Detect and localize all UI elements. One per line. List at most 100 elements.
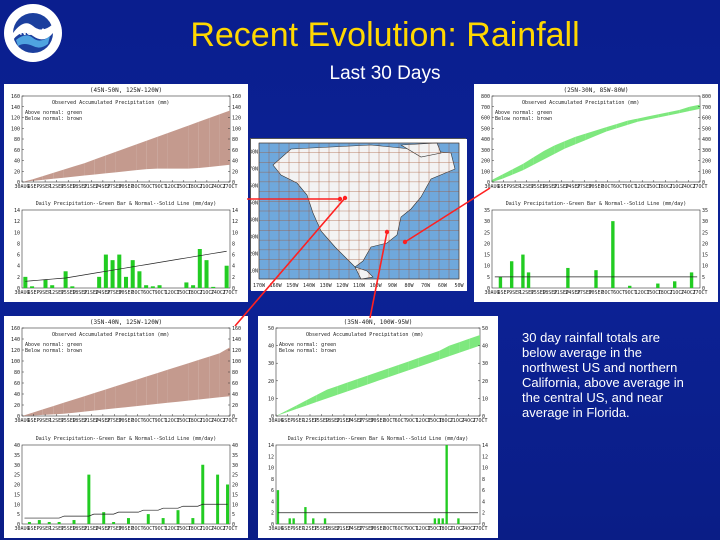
y-tick-label: 160	[232, 94, 241, 100]
map-lon-label: 70W	[421, 283, 431, 289]
x-tick-label: 27SEP	[577, 184, 592, 190]
daily-bar	[23, 276, 28, 288]
daily-bar	[130, 260, 135, 288]
daily-x-tick-label: 27SEP	[107, 290, 122, 296]
daily-title: Daily Precipitation--Green Bar & Normal-…	[36, 201, 217, 207]
y-tick-label: 100	[702, 169, 711, 175]
daily-y-tick-label: 2	[17, 275, 20, 281]
daily-x-tick-label: 24OCT	[461, 526, 476, 532]
chart-panel-florida: (25N-30N, 85W-80W) Observed Accumulated P…	[474, 84, 718, 302]
x-tick-label: 18SEP	[542, 184, 557, 190]
x-tick-label: 30SEP	[370, 418, 385, 424]
daily-x-tick-label: 24OCT	[681, 290, 696, 296]
x-tick-label: 3OCT	[132, 418, 144, 424]
daily-bar	[566, 267, 570, 288]
y-tick-label: 500	[481, 126, 490, 132]
daily-bar	[184, 282, 189, 288]
y-tick-label: 20	[14, 169, 20, 175]
y-tick-label: 0	[482, 414, 485, 420]
daily-y-tick-label: 6	[232, 253, 235, 259]
daily-x-tick-label: 9SEP	[509, 290, 521, 296]
x-tick-label: 18OCT	[438, 418, 453, 424]
x-tick-label: 30SEP	[118, 418, 133, 424]
daily-y-tick-label: 0	[232, 286, 235, 292]
daily-y-tick-label: 35	[232, 453, 238, 459]
daily-x-tick-label: 27SEP	[577, 290, 592, 296]
legend-below: Below normal: brown	[495, 116, 552, 122]
daily-x-tick-label: 15OCT	[646, 290, 661, 296]
above-normal-area	[398, 361, 409, 374]
daily-x-tick-label: 30SEP	[118, 526, 133, 532]
daily-y-tick-label: 25	[484, 230, 490, 236]
chart-svg: (35N-40N, 125W-120W) Observed Accumulated…	[11, 319, 241, 532]
x-tick-label: 6OCT	[143, 418, 155, 424]
above-normal-area	[449, 342, 460, 357]
below-normal-area	[188, 359, 199, 401]
y-tick-label: 0	[17, 180, 20, 186]
daily-y-tick-label: 2	[482, 511, 485, 517]
daily-x-tick-label: 27SEP	[107, 526, 122, 532]
y-tick-label: 0	[17, 414, 20, 420]
daily-y-tick-label: 15	[14, 492, 20, 498]
map-lat-label: 80N	[251, 150, 258, 156]
x-tick-label: 27OCT	[692, 184, 707, 190]
above-normal-area	[296, 400, 307, 409]
daily-title: Daily Precipitation--Green Bar & Normal-…	[506, 201, 687, 207]
daily-x-tick-label: 18OCT	[188, 526, 203, 532]
daily-x-tick-label: 18SEP	[72, 526, 87, 532]
x-tick-label: 30SEP	[588, 184, 603, 190]
y-tick-label: 160	[11, 94, 20, 100]
below-normal-area	[115, 148, 126, 173]
noaa-logo: NOAA	[4, 4, 62, 62]
daily-y-tick-label: 20	[14, 483, 20, 489]
daily-y-tick-label: 10	[14, 502, 20, 508]
x-tick-label: 9OCT	[155, 418, 167, 424]
daily-bar	[611, 221, 615, 288]
y-tick-label: 140	[11, 105, 20, 111]
above-normal-area	[544, 145, 555, 160]
above-normal-area	[606, 123, 617, 132]
x-tick-label: 15SEP	[531, 184, 546, 190]
y-tick-label: 200	[702, 159, 711, 165]
daily-x-tick-label: 24SEP	[348, 526, 363, 532]
x-tick-label: 24SEP	[95, 418, 110, 424]
map-lon-label: 90W	[388, 283, 398, 289]
x-tick-label: 9OCT	[155, 184, 167, 190]
daily-x-tick-label: 12SEP	[302, 526, 317, 532]
daily-y-tick-label: 10	[232, 230, 238, 236]
daily-y-tick-label: 25	[14, 473, 20, 479]
daily-x-tick-label: 12OCT	[165, 526, 180, 532]
y-tick-label: 50	[482, 326, 488, 332]
north-america-land	[272, 144, 456, 268]
legend-above: Above normal: green	[279, 342, 336, 348]
daily-y-tick-label: 2	[232, 275, 235, 281]
daily-x-tick-label: 27OCT	[472, 526, 487, 532]
daily-bar	[292, 518, 295, 524]
above-normal-area	[616, 120, 628, 129]
daily-x-tick-label: 6OCT	[143, 290, 155, 296]
below-normal-area	[94, 155, 106, 175]
above-normal-area	[533, 150, 544, 165]
daily-y-tick-label: 8	[232, 241, 235, 247]
pointer-arrow	[234, 197, 346, 327]
x-tick-label: 24OCT	[681, 184, 696, 190]
y-tick-label: 40	[482, 344, 488, 350]
map-lon-label: 60W	[438, 283, 448, 289]
daily-x-tick-label: 9OCT	[625, 290, 637, 296]
daily-x-tick-label: 9OCT	[155, 290, 167, 296]
daily-bar	[144, 285, 149, 288]
daily-x-tick-label: 3OCT	[132, 526, 144, 532]
y-tick-label: 600	[702, 116, 711, 122]
daily-bar	[157, 285, 162, 288]
x-tick-label: 9OCT	[625, 184, 637, 190]
daily-bar	[312, 518, 315, 524]
x-tick-label: 12SEP	[49, 418, 64, 424]
x-tick-label: 12OCT	[416, 418, 431, 424]
pointer-arrow-head	[384, 229, 390, 235]
y-tick-label: 800	[702, 94, 711, 100]
pointer-arrow	[369, 231, 388, 319]
above-normal-area	[439, 345, 450, 360]
daily-y-tick-label: 0	[17, 522, 20, 528]
daily-x-tick-label: 24SEP	[95, 290, 110, 296]
daily-bar	[30, 286, 35, 288]
